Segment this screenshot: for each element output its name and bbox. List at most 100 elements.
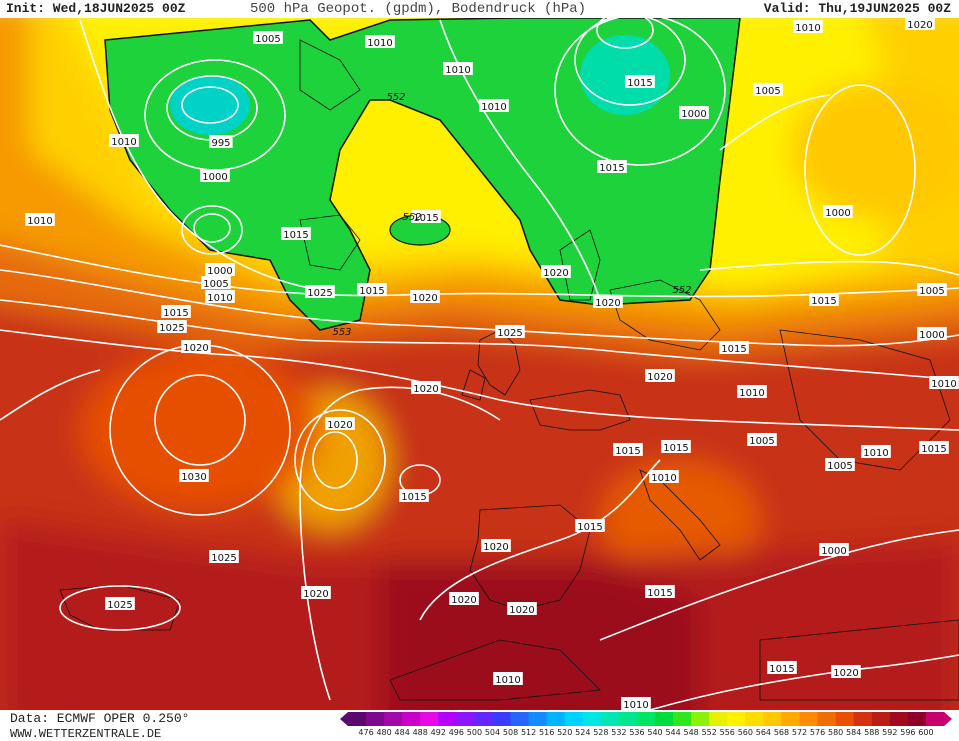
pressure-label: 1010 — [27, 216, 52, 227]
pressure-label-box — [541, 265, 571, 278]
pressure-label-box — [410, 290, 440, 303]
pressure-label-box — [200, 169, 230, 182]
pressure-label-box — [179, 469, 209, 482]
scale-tick-label: 564 — [755, 728, 772, 737]
pressure-label-box — [161, 305, 191, 318]
pressure-label: 1015 — [359, 286, 384, 297]
scale-tick-label: 588 — [864, 728, 880, 737]
scale-swatch — [907, 712, 927, 726]
pressure-label: 1005 — [755, 86, 780, 97]
pressure-label: 1015 — [721, 344, 746, 355]
pressure-label: 1025 — [159, 323, 184, 334]
pressure-label: 1010 — [931, 379, 956, 390]
scale-tick-label: 592 — [882, 728, 898, 737]
pressure-label: 1010 — [651, 473, 676, 484]
pressure-label-box — [365, 35, 395, 48]
scale-swatch — [366, 712, 385, 726]
scale-swatch — [528, 712, 548, 726]
scale-tick-label: 496 — [448, 728, 464, 737]
scale-left-arrow — [340, 712, 348, 726]
scale-tick-label: 560 — [737, 728, 753, 737]
trough-area — [104, 18, 741, 331]
pressure-label-box — [105, 597, 135, 610]
pressure-label: 1020 — [413, 384, 438, 395]
weather-map: 1005 1010 1010 995 1000 1010 1010 1000 1005 1010 1… — [0, 18, 959, 710]
website-label: WWW.WETTERZENTRALE.DE — [10, 727, 162, 741]
scale-tick-label: 488 — [412, 728, 428, 737]
scale-tick-label: 600 — [918, 728, 934, 737]
pressure-label: 1010 — [739, 388, 764, 399]
pressure-label-box — [305, 285, 335, 298]
pressure-label: 1025 — [497, 328, 522, 339]
scale-swatch — [546, 712, 566, 726]
pressure-label-box — [281, 227, 311, 240]
pressure-label: 1020 — [183, 343, 208, 354]
scale-swatch — [745, 712, 764, 726]
scale-tick-label: 544 — [665, 728, 681, 737]
pressure-label-box — [621, 697, 651, 710]
pressure-label-box — [905, 18, 935, 30]
pressure-label-box — [575, 519, 605, 532]
pressure-label: 1010 — [795, 23, 820, 34]
pressure-label: 1020 — [907, 20, 932, 31]
pressure-label: 1000 — [821, 546, 846, 557]
pressure-label-box — [157, 320, 187, 333]
pressure-label: 1025 — [211, 553, 236, 564]
pressure-label: 1000 — [202, 172, 227, 183]
init-time-label: Init: Wed,18JUN2025 00Z — [6, 1, 186, 16]
pressure-label-box — [593, 295, 623, 308]
scale-swatch — [474, 712, 493, 726]
scale-tick-label: 504 — [484, 728, 501, 737]
pressure-label-box — [399, 489, 429, 502]
pressure-label: 1015 — [413, 213, 438, 224]
pressure-label: 1015 — [921, 444, 946, 455]
geopotential-label: 552 — [672, 285, 691, 296]
pressure-label-box — [823, 205, 853, 218]
pressure-label-box — [645, 369, 675, 382]
scale-right-arrow — [944, 712, 952, 726]
scale-swatch — [709, 712, 728, 726]
pressure-label: 1020 — [327, 420, 352, 431]
map-svg: 1005 1010 1010 995 1000 1010 1010 1000 1005 1010 1… — [0, 18, 959, 710]
scale-swatch — [510, 712, 530, 726]
pressure-label-box — [597, 160, 627, 173]
pressure-label-box — [661, 440, 691, 453]
pressure-label: 1030 — [181, 472, 206, 483]
pressure-label-box — [649, 470, 679, 483]
pressure-label: 1005 — [203, 279, 228, 290]
pressure-label: 1020 — [833, 668, 858, 679]
scale-tick-label: 520 — [557, 728, 573, 737]
pressure-label-box — [737, 385, 767, 398]
pressure-label-box — [917, 283, 947, 296]
scale-swatch — [925, 712, 945, 726]
pressure-label-box — [919, 441, 949, 454]
pressure-label: 1010 — [863, 448, 888, 459]
pressure-label-box — [679, 106, 709, 119]
pressure-label: 1015 — [663, 443, 688, 454]
pressure-label: 1010 — [481, 102, 506, 113]
pressure-label: 1020 — [647, 372, 672, 383]
pressure-label: 1015 — [577, 522, 602, 533]
pressure-label: 1010 — [623, 700, 648, 710]
scale-swatch — [456, 712, 475, 726]
scale-swatch — [835, 712, 855, 726]
pressure-label-box — [209, 135, 233, 148]
pressure-label-box — [479, 99, 509, 112]
scale-tick-label: 500 — [466, 728, 483, 737]
pressure-label: 1015 — [627, 78, 652, 89]
scale-tick-label: 528 — [593, 728, 609, 737]
pressure-label: 1015 — [283, 230, 308, 241]
pressure-label: 1015 — [615, 446, 640, 457]
pressure-label-box — [613, 443, 643, 456]
pressure-label: 1010 — [495, 675, 520, 686]
pressure-label: 1015 — [811, 296, 836, 307]
pressure-label: 1015 — [647, 588, 672, 599]
pressure-label: 1000 — [681, 109, 706, 120]
scale-tick-label: 512 — [520, 728, 537, 737]
pressure-label-box — [325, 417, 355, 430]
scale-swatch — [853, 712, 873, 726]
pressure-label: 1020 — [595, 298, 620, 309]
low-core — [170, 75, 250, 135]
scale-tick-label: 492 — [430, 728, 446, 737]
geopotential-label: 552 — [386, 92, 405, 103]
